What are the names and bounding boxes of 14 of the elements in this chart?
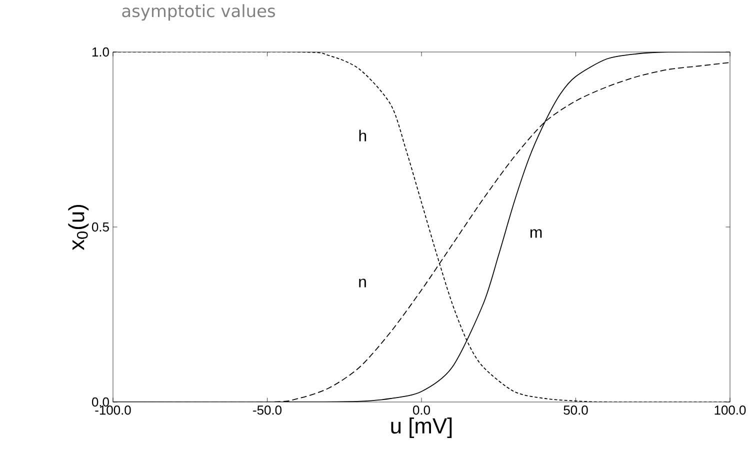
chart-title: asymptotic values	[122, 4, 275, 21]
y-axis-title: x$_{0}$(u)	[68, 204, 89, 250]
text: h	[359, 130, 366, 142]
x-tick-label: 50.0	[564, 406, 588, 415]
x-axis-title: u [mV]	[391, 418, 452, 438]
x-tick-label: 0.0	[413, 406, 430, 415]
x-tick-label: -50.0	[253, 406, 282, 415]
series-label: m	[530, 229, 542, 238]
y-tick-label: 0.0	[92, 397, 109, 407]
y-tick-label: 1.0	[92, 47, 109, 57]
x-tick-label: -100.0	[95, 406, 131, 415]
text: n	[359, 278, 366, 288]
y-tick-label: 0.5	[92, 222, 109, 232]
x-tick-label: 100.0	[714, 406, 746, 415]
